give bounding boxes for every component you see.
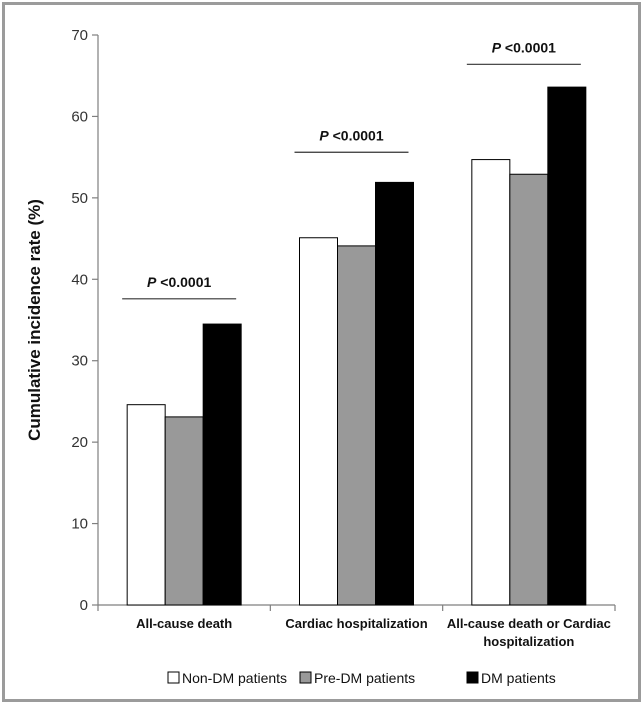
- bar-dm-patients: [203, 324, 241, 605]
- y-axis-title: Cumulative incidence rate (%): [25, 199, 44, 441]
- y-tick-label: 70: [71, 27, 88, 44]
- x-category-label: hospitalization: [483, 634, 574, 649]
- x-category-label: Cardiac hospitalization: [285, 616, 427, 631]
- x-category-label: All-cause death or Cardiac: [447, 616, 611, 631]
- bar-non-dm-patients: [127, 405, 165, 605]
- x-category-label: All-cause death: [136, 616, 232, 631]
- legend-swatch: [168, 672, 179, 683]
- y-tick-label: 60: [71, 108, 88, 125]
- legend-label: Pre-DM patients: [314, 670, 415, 686]
- bar-non-dm-patients: [472, 160, 510, 605]
- y-tick-label: 20: [71, 434, 88, 451]
- y-tick-label: 0: [80, 597, 88, 614]
- p-value-label: P <0.0001: [147, 274, 211, 290]
- bar-pre-dm-patients: [338, 246, 376, 605]
- legend-label: Non-DM patients: [182, 670, 287, 686]
- legend-swatch: [300, 672, 311, 683]
- p-value-label: P <0.0001: [492, 39, 556, 55]
- y-tick-label: 50: [71, 190, 88, 207]
- bar-pre-dm-patients: [510, 174, 548, 605]
- y-tick-label: 40: [71, 271, 88, 288]
- bar-non-dm-patients: [300, 238, 338, 605]
- y-tick-label: 10: [71, 516, 88, 533]
- bar-dm-patients: [548, 87, 586, 605]
- legend-label: DM patients: [481, 670, 556, 686]
- bar-pre-dm-patients: [165, 417, 203, 605]
- bar-dm-patients: [376, 182, 414, 605]
- p-value-label: P <0.0001: [319, 127, 383, 143]
- legend-swatch: [467, 672, 478, 683]
- y-tick-label: 30: [71, 353, 88, 370]
